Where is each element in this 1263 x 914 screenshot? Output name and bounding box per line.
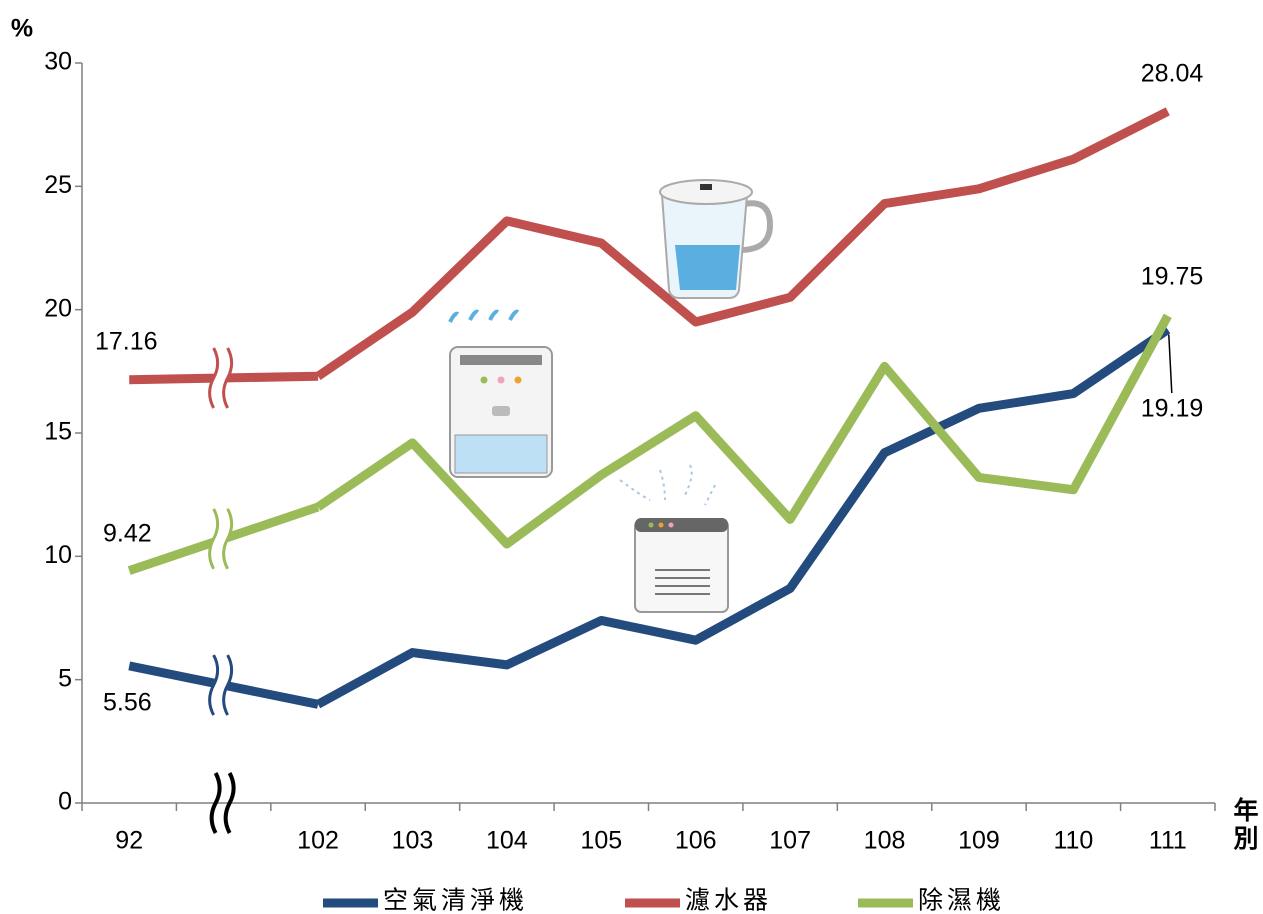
x-tick-label: 103 — [392, 827, 434, 855]
y-tick-label: 20 — [44, 294, 72, 322]
legend-label: 除濕機 — [918, 887, 1005, 914]
y-tick-label: 30 — [44, 48, 72, 76]
data-label: 19.75 — [1141, 263, 1204, 291]
x-tick-label: 107 — [769, 827, 811, 855]
y-tick-label: 15 — [44, 418, 72, 446]
axis-break-gap — [209, 347, 232, 408]
x-tick-label: 104 — [486, 827, 528, 855]
axis-break-mark — [208, 508, 234, 570]
axis-break-gap — [209, 655, 232, 716]
x-tick-label: 111 — [1149, 827, 1187, 855]
x-tick-label: 108 — [864, 827, 906, 855]
x-axis-label: 年別 — [1233, 796, 1258, 853]
data-label: 5.56 — [103, 689, 152, 717]
x-tick-label: 102 — [297, 827, 339, 855]
axis-break-gap — [209, 508, 232, 569]
data-label: 9.42 — [103, 520, 152, 548]
x-tick-label: 110 — [1053, 827, 1093, 855]
y-tick-label: 25 — [44, 171, 72, 199]
label-leader — [1168, 334, 1173, 394]
series-line — [315, 325, 1171, 709]
x-tick-label: 105 — [580, 827, 622, 855]
y-tick-label: 0 — [58, 788, 72, 816]
legend-label: 空氣清淨機 — [383, 887, 528, 914]
axis-break-mark — [208, 654, 234, 716]
y-tick-label: 5 — [58, 664, 72, 692]
y-tick-label: 10 — [44, 541, 72, 569]
series-line — [315, 313, 1172, 549]
series-line — [315, 107, 1170, 380]
y-axis-label: % — [11, 15, 33, 43]
purifier-icon — [619, 464, 729, 613]
x-tick-label: 109 — [958, 827, 1000, 855]
axis-break-mark — [208, 347, 234, 409]
data-label: 28.04 — [1141, 60, 1204, 88]
data-label: 17.16 — [95, 328, 158, 356]
pitcher-icon — [659, 179, 774, 299]
dehumidifier-icon — [448, 309, 553, 478]
x-tick-label: 106 — [675, 827, 717, 855]
x-tick-label: 92 — [115, 827, 143, 855]
legend-label: 濾水器 — [685, 887, 772, 914]
data-label: 19.19 — [1141, 395, 1204, 423]
axis-break-mark — [209, 772, 236, 834]
illustrations — [448, 179, 774, 613]
